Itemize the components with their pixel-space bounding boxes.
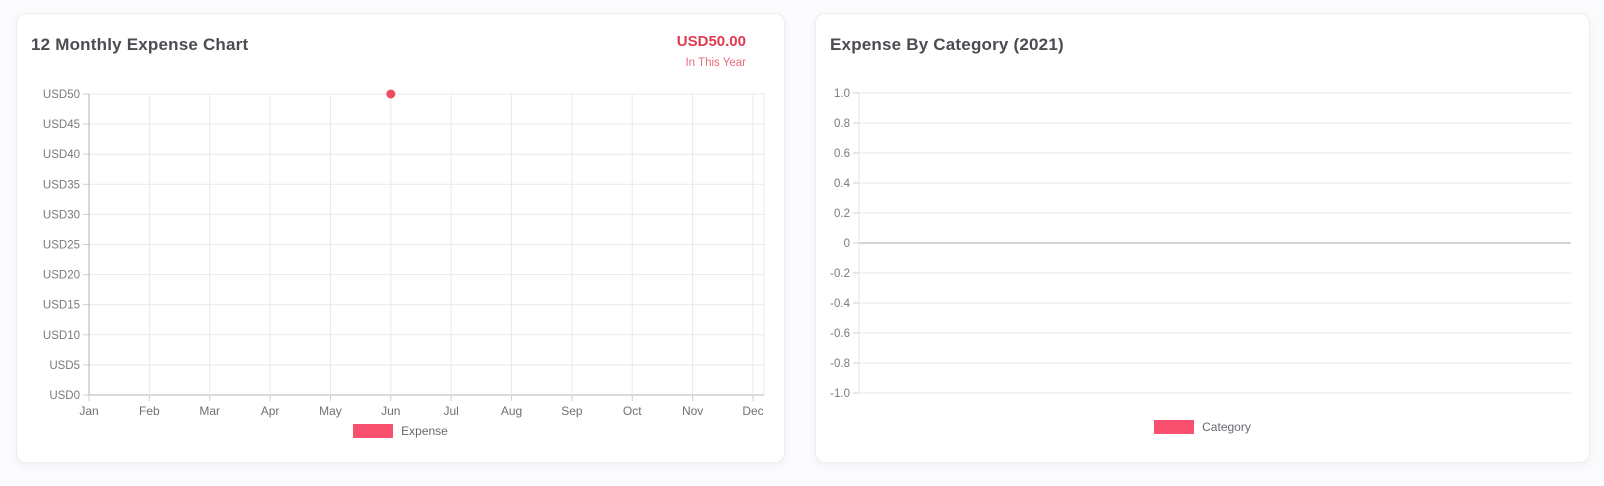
x-tick-label: Jun	[381, 404, 400, 418]
y-tick-label: USD40	[43, 149, 80, 161]
monthly-expense-card: 12 Monthly Expense Chart USD50.00 In Thi…	[16, 13, 785, 463]
category-expense-chart-canvas[interactable]: 1.0 0.8 0.6 0.4 0.2 0 -0.2 -0.4 -0.6 -0.8 -1.0	[816, 14, 1589, 462]
y-tick-label: 0.2	[834, 208, 850, 220]
y-tick-label: USD10	[43, 330, 80, 342]
x-tick-label: Mar	[199, 404, 220, 418]
y-tick-label: USD0	[49, 390, 80, 402]
y-tick-label: USD25	[43, 240, 80, 252]
x-tick-label: May	[319, 404, 342, 418]
monthly-expense-chart-canvas[interactable]: USD50 USD45 USD40 USD35 USD30 USD25 USD20 USD15…	[17, 14, 784, 462]
y-tick-label: 1.0	[834, 88, 850, 100]
x-tick-label: Aug	[501, 404, 522, 418]
y-tick-label: USD50	[43, 89, 80, 101]
y-tick-label: 0	[844, 238, 850, 250]
y-tick-label: USD20	[43, 270, 80, 282]
y-tick-label: USD5	[49, 360, 80, 372]
x-tick-label: Oct	[623, 404, 642, 418]
monthly-expense-summary: USD50.00 In This Year	[677, 33, 746, 69]
x-tick-label: Dec	[742, 404, 763, 418]
chart-svg: USD50 USD45 USD40 USD35 USD30 USD25 USD20 USD15…	[43, 89, 765, 418]
monthly-expense-card-title: 12 Monthly Expense Chart	[31, 35, 249, 54]
y-tick-label: 0.8	[834, 118, 850, 130]
y-tick-label: USD30	[43, 209, 80, 221]
data-point[interactable]	[386, 89, 396, 99]
expense-legend-swatch[interactable]	[353, 424, 394, 438]
x-tick-label: Jan	[79, 404, 98, 418]
x-tick-label: Apr	[261, 404, 280, 418]
y-tick-label: -0.8	[830, 358, 850, 370]
expense-legend-label[interactable]: Expense	[401, 424, 448, 438]
category-expense-legend: Category	[816, 420, 1589, 434]
category-expense-card-title: Expense By Category (2021)	[830, 35, 1064, 54]
y-tick-label: 0.4	[834, 178, 851, 190]
x-tick-label: Feb	[139, 404, 160, 418]
x-tick-label: Nov	[682, 404, 703, 418]
y-tick-label: USD45	[43, 119, 80, 131]
y-tick-label: USD35	[43, 179, 80, 191]
category-legend-swatch[interactable]	[1154, 420, 1195, 434]
category-expense-card: Expense By Category (2021) 1.0 0.8 0.6 0.4 0…	[815, 13, 1590, 463]
x-tick-label: Sep	[561, 404, 583, 418]
x-tick-label: Jul	[444, 404, 459, 418]
chart-svg: 1.0 0.8 0.6 0.4 0.2 0 -0.2 -0.4 -0.6 -0.8 -1.0	[830, 88, 1571, 400]
category-legend-label[interactable]: Category	[1202, 420, 1251, 434]
y-tick-label: -0.6	[830, 328, 850, 340]
y-tick-label: USD15	[43, 300, 80, 312]
total-expense-value: USD50.00	[676, 33, 746, 50]
y-tick-label: -1.0	[830, 388, 850, 400]
y-tick-label: -0.2	[830, 268, 850, 280]
total-expense-caption: In This Year	[685, 57, 746, 69]
y-tick-label: -0.4	[830, 298, 850, 310]
monthly-expense-legend: Expense	[17, 424, 784, 438]
y-tick-label: 0.6	[834, 148, 850, 160]
